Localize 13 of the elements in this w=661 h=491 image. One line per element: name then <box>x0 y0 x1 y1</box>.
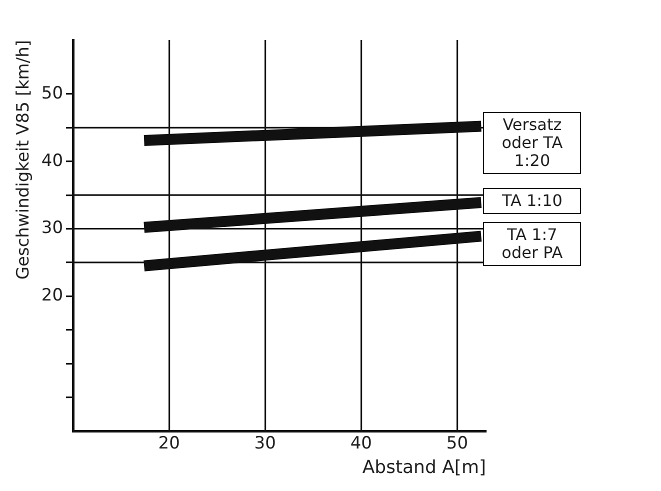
x-axis-title: Abstand A[m] <box>362 456 486 478</box>
y-tick-label: 20 <box>41 286 64 306</box>
x-tick-label: 30 <box>254 434 276 454</box>
series-label: TA 1:10 <box>483 188 582 214</box>
y-tick-label: 40 <box>41 150 64 171</box>
series-label: TA 1:7 oder PA <box>483 222 582 266</box>
series-label: Versatz oder TA 1:20 <box>483 112 582 174</box>
x-tick-label: 20 <box>158 434 180 454</box>
x-tick-label: 40 <box>350 434 372 454</box>
y-tick-label: 50 <box>41 83 64 104</box>
y-axis-title: Geschwindigkeit V85 [km/h] <box>14 40 34 280</box>
y-tick-label: 30 <box>41 218 64 238</box>
x-tick-label: 50 <box>446 434 468 454</box>
